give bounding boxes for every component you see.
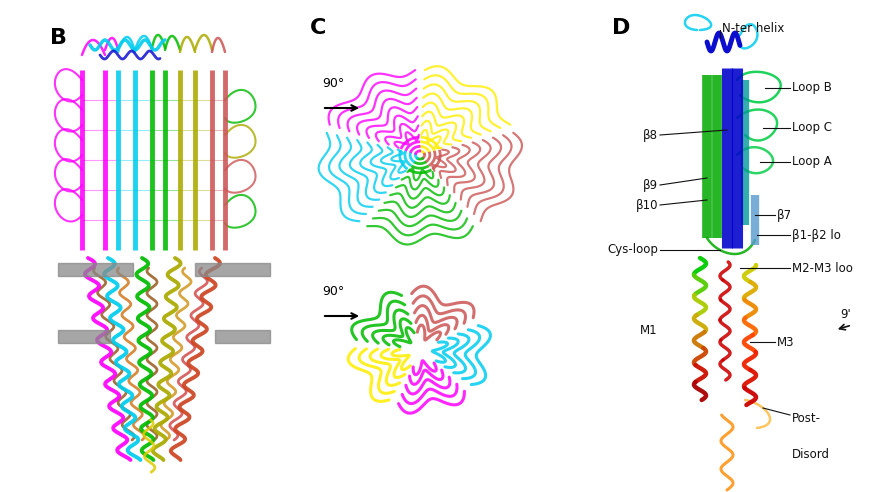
Text: B: B xyxy=(50,28,67,48)
Text: Loop C: Loop C xyxy=(791,122,831,134)
Text: M3: M3 xyxy=(776,336,793,348)
Text: β1-β2 lo: β1-β2 lo xyxy=(791,228,840,242)
Text: N-ter helix: N-ter helix xyxy=(721,22,784,34)
Text: D: D xyxy=(611,18,630,38)
Text: Post-: Post- xyxy=(791,411,820,425)
Text: M1: M1 xyxy=(640,324,657,337)
Text: C: C xyxy=(309,18,326,38)
Text: M2-M3 loo: M2-M3 loo xyxy=(791,262,852,275)
Text: β10: β10 xyxy=(634,198,657,212)
Text: 90°: 90° xyxy=(322,285,344,298)
Text: β9: β9 xyxy=(642,179,657,191)
Bar xyxy=(195,263,269,276)
Bar xyxy=(215,330,269,343)
Text: Loop B: Loop B xyxy=(791,82,831,94)
Bar xyxy=(58,330,109,343)
Text: β7: β7 xyxy=(776,209,791,221)
Text: 9': 9' xyxy=(839,308,850,321)
Bar xyxy=(58,263,133,276)
Text: Loop A: Loop A xyxy=(791,155,831,168)
Text: β8: β8 xyxy=(642,128,657,142)
Text: Disord: Disord xyxy=(791,449,829,461)
Text: 90°: 90° xyxy=(322,77,344,90)
Text: Cys-loop: Cys-loop xyxy=(607,244,657,256)
